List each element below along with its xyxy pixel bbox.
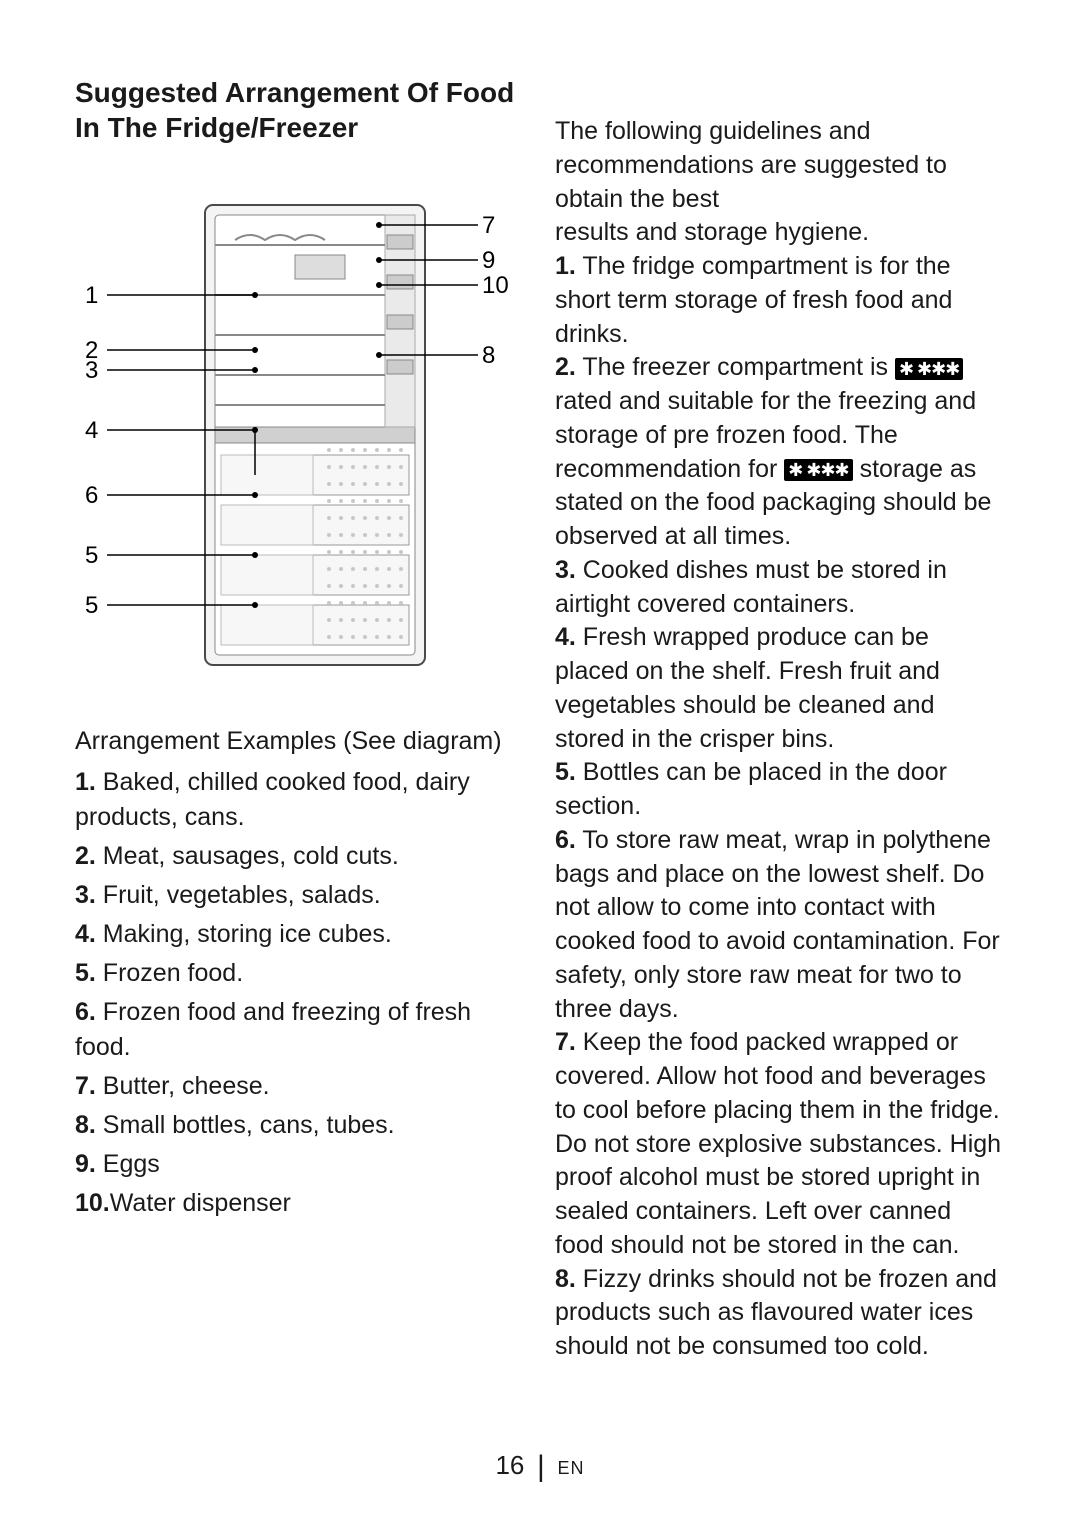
list-text: Small bottles, cans, tubes. bbox=[96, 1111, 395, 1139]
freezer-rating-icon: ✱ ✱✱✱ bbox=[895, 358, 963, 380]
guideline-item: 4. Fresh wrapped produce can be placed o… bbox=[555, 621, 1005, 756]
svg-text:10: 10 bbox=[482, 272, 509, 299]
arrangement-item: 3. Fruit, vegetables, salads. bbox=[75, 878, 525, 913]
arrangement-item: 4. Making, storing ice cubes. bbox=[75, 917, 525, 952]
list-text: Baked, chilled cooked food, dairy produc… bbox=[75, 768, 470, 831]
freezer-rating-icon: ✱ ✱✱✱ bbox=[784, 459, 852, 481]
guideline-item: 6. To store raw meat, wrap in polythene … bbox=[555, 824, 1005, 1027]
guideline-number: 7. bbox=[555, 1028, 576, 1056]
guideline-item: 8. Fizzy drinks should not be frozen and… bbox=[555, 1263, 1005, 1364]
guideline-number: 2. bbox=[555, 353, 576, 381]
fridge-diagram: 123465579108 bbox=[75, 175, 525, 685]
guideline-item: 1. The fridge compartment is for the sho… bbox=[555, 250, 1005, 351]
list-text: Frozen food. bbox=[96, 959, 243, 987]
guideline-number: 8. bbox=[555, 1265, 576, 1293]
two-column-layout: Suggested Arrangement Of Food In The Fri… bbox=[75, 75, 1005, 1364]
guideline-item: 5. Bottles can be placed in the door sec… bbox=[555, 756, 1005, 824]
list-number: 9. bbox=[75, 1150, 96, 1178]
svg-text:6: 6 bbox=[85, 482, 98, 509]
guideline-item: 7. Keep the food packed wrapped or cover… bbox=[555, 1026, 1005, 1262]
guideline-number: 3. bbox=[555, 556, 576, 584]
intro-line-1: The following guidelines and recommendat… bbox=[555, 115, 1005, 216]
svg-text:8: 8 bbox=[482, 342, 495, 369]
guideline-item: 2. The freezer compartment is ✱ ✱✱✱ rate… bbox=[555, 351, 1005, 554]
arrangement-item: 9. Eggs bbox=[75, 1147, 525, 1182]
footer-separator: | bbox=[537, 1450, 545, 1483]
guideline-item: 3. Cooked dishes must be stored in airti… bbox=[555, 554, 1005, 622]
svg-text:5: 5 bbox=[85, 592, 98, 619]
footer-language: EN bbox=[558, 1458, 585, 1478]
list-text: Fruit, vegetables, salads. bbox=[96, 881, 381, 909]
list-text: Water dispenser bbox=[110, 1189, 291, 1217]
arrangement-item: 1. Baked, chilled cooked food, dairy pro… bbox=[75, 765, 525, 835]
arrangement-list: 1. Baked, chilled cooked food, dairy pro… bbox=[75, 765, 525, 1221]
list-number: 2. bbox=[75, 842, 96, 870]
svg-text:5: 5 bbox=[85, 542, 98, 569]
arrangement-item: 10.Water dispenser bbox=[75, 1186, 525, 1221]
left-column: Suggested Arrangement Of Food In The Fri… bbox=[75, 75, 525, 1364]
guidelines-body: The following guidelines and recommendat… bbox=[555, 115, 1005, 1364]
svg-text:1: 1 bbox=[85, 282, 98, 309]
guideline-number: 1. bbox=[555, 252, 576, 280]
list-number: 1. bbox=[75, 768, 96, 796]
intro-line-2: results and storage hygiene. bbox=[555, 216, 1005, 250]
list-number: 8. bbox=[75, 1111, 96, 1139]
list-text: Butter, cheese. bbox=[96, 1072, 270, 1100]
right-column: The following guidelines and recommendat… bbox=[555, 75, 1005, 1364]
list-number: 6. bbox=[75, 998, 96, 1026]
arrangement-item: 6. Frozen food and freezing of fresh foo… bbox=[75, 995, 525, 1065]
page-footer: 16 | EN bbox=[0, 1448, 1080, 1482]
svg-text:9: 9 bbox=[482, 247, 495, 274]
arrangement-caption: Arrangement Examples (See diagram) bbox=[75, 725, 525, 759]
guideline-number: 4. bbox=[555, 623, 576, 651]
guideline-number: 5. bbox=[555, 758, 576, 786]
list-number: 4. bbox=[75, 920, 96, 948]
arrangement-item: 8. Small bottles, cans, tubes. bbox=[75, 1108, 525, 1143]
guideline-number: 6. bbox=[555, 826, 576, 854]
list-number: 10. bbox=[75, 1189, 110, 1217]
svg-text:3: 3 bbox=[85, 357, 98, 384]
svg-text:4: 4 bbox=[85, 417, 98, 444]
list-text: Meat, sausages, cold cuts. bbox=[96, 842, 399, 870]
arrangement-item: 7. Butter, cheese. bbox=[75, 1069, 525, 1104]
list-text: Frozen food and freezing of fresh food. bbox=[75, 998, 471, 1061]
svg-text:7: 7 bbox=[482, 212, 495, 239]
arrangement-item: 5. Frozen food. bbox=[75, 956, 525, 991]
section-heading: Suggested Arrangement Of Food In The Fri… bbox=[75, 75, 525, 145]
list-text: Making, storing ice cubes. bbox=[96, 920, 392, 948]
list-number: 7. bbox=[75, 1072, 96, 1100]
list-number: 5. bbox=[75, 959, 96, 987]
list-number: 3. bbox=[75, 881, 96, 909]
list-text: Eggs bbox=[96, 1150, 160, 1178]
page-number: 16 bbox=[495, 1450, 524, 1480]
arrangement-item: 2. Meat, sausages, cold cuts. bbox=[75, 839, 525, 874]
